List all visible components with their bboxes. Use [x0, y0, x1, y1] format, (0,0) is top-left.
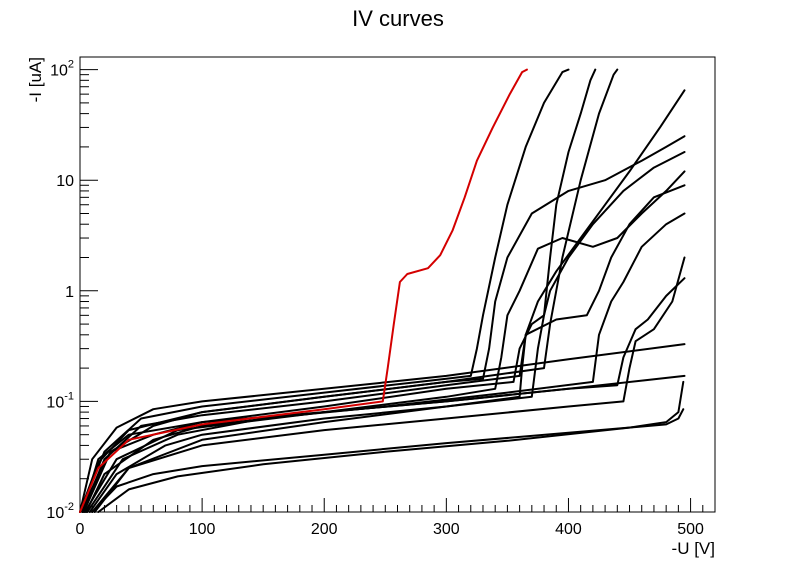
y-tick-label: 102: [50, 59, 74, 80]
x-axis-title: -U [V]: [672, 539, 715, 558]
x-tick-label: 500: [677, 521, 704, 538]
series-group: [79, 68, 686, 513]
iv-curve-line: [83, 277, 686, 513]
iv-curve-line: [79, 68, 570, 513]
iv-curve-line: [93, 184, 686, 513]
y-tick-base: 10: [50, 63, 68, 80]
x-tick-label: 400: [555, 521, 582, 538]
y-tick-label: 1: [65, 284, 74, 301]
plot-frame: [79, 56, 716, 513]
iv-curve-line: [82, 68, 619, 513]
iv-curve-line: [79, 68, 528, 513]
iv-curve-line: [91, 408, 685, 513]
iv-curve-line: [97, 380, 685, 513]
x-tick-label: 100: [189, 521, 216, 538]
x-tick-label: 0: [76, 521, 85, 538]
iv-curve-line: [79, 343, 686, 513]
iv-curve-line: [86, 212, 686, 513]
y-tick-base: 10: [46, 394, 64, 411]
x-tick-label: 200: [311, 521, 338, 538]
y-tick-exponent: -1: [64, 390, 74, 402]
iv-curve-line: [91, 256, 686, 513]
y-tick-exponent: 2: [68, 59, 74, 71]
chart-title: IV curves: [352, 6, 444, 31]
y-tick-base: 10: [46, 505, 64, 522]
x-axis-ticks: 0 100 200 300 400 500: [76, 498, 716, 538]
x-tick-label: 300: [433, 521, 460, 538]
y-tick-label: 10-1: [46, 390, 74, 411]
iv-curve-line: [88, 151, 686, 513]
iv-curve-line: [79, 68, 597, 513]
y-axis-title: -I [uA]: [26, 57, 45, 102]
y-tick-label: 10-2: [46, 501, 74, 522]
y-tick-label: 10: [56, 173, 74, 190]
y-tick-exponent: -2: [64, 501, 74, 513]
